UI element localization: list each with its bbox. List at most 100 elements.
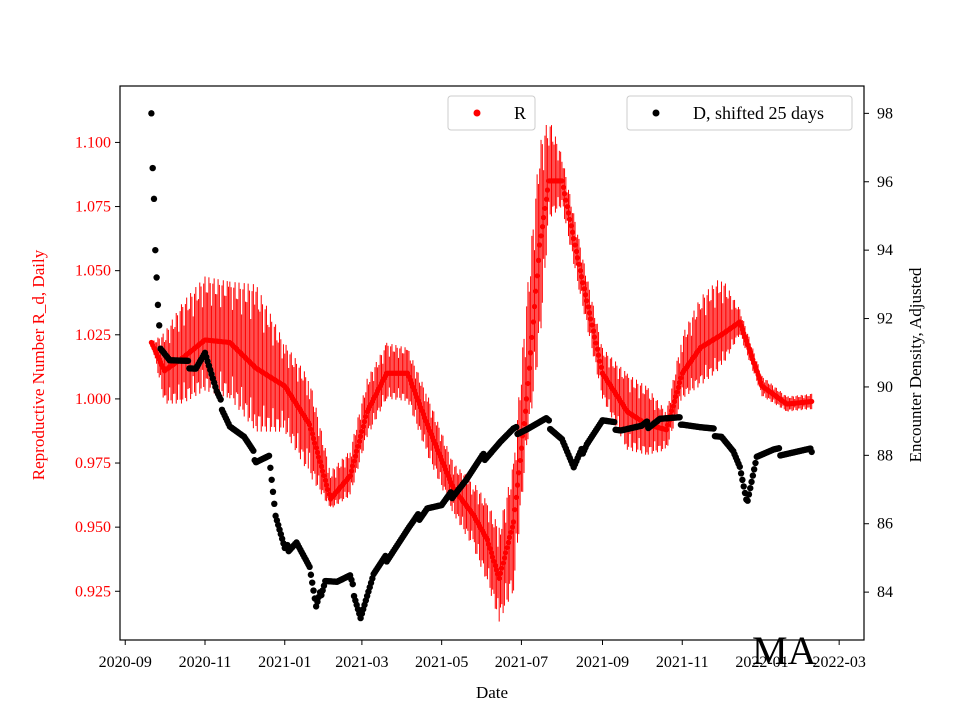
r-point [559,178,565,184]
r-point [665,422,671,428]
r-point [590,328,596,334]
d-point [271,500,278,508]
r-point [563,197,569,203]
y-right-tick-label: 94 [877,242,893,259]
x-tick-label: 2021-01 [258,654,311,671]
d-point [749,472,757,479]
r-point [310,435,317,442]
r-point [514,482,521,488]
legend-d-label: D, shifted 25 days [693,103,824,123]
d-point [710,425,717,432]
x-tick-label: 2021-09 [576,654,629,671]
r-point [670,403,676,409]
legend-r-label: R [514,103,526,123]
r-point [317,459,323,465]
r-point [567,216,573,222]
r-point [309,431,315,437]
r-point [524,396,530,402]
d-point [545,417,553,424]
d-point [643,418,651,425]
legend-d-marker [652,109,660,117]
r-point [314,449,321,456]
r-point [354,448,360,454]
r-point [541,214,547,221]
y-left-tick-label: 0.925 [75,583,111,600]
r-point [560,184,566,190]
r-point [357,433,364,439]
d-point [152,246,159,254]
d-point [217,396,224,403]
r-point [527,350,534,356]
r-point [308,426,314,432]
r-point [677,380,683,386]
d-point [748,478,755,486]
d-point [737,470,745,477]
legend-r: R [447,95,536,131]
r-point [518,445,525,451]
r-point [544,187,551,193]
r-point [578,274,585,280]
d-point [739,476,746,484]
d-point [310,587,317,594]
r-point [674,389,680,395]
r-point [361,418,368,425]
y-right-axis-title: Encounter Density, Adjusted [906,267,925,462]
r-point [316,454,322,460]
x-tick-label: 2021-11 [656,654,709,671]
r-point [504,545,510,551]
r-point [521,420,527,427]
r-point [360,423,366,430]
r-point [306,421,313,428]
r-point [321,473,327,479]
r-point [363,414,369,420]
x-tick-label: 2021-05 [415,654,468,671]
d-point [153,274,160,281]
plot-area [148,110,815,622]
r-point [529,334,535,340]
r-point [320,468,326,474]
d-point [750,466,758,473]
legend-r-box [447,95,536,131]
r-point [565,210,572,216]
r-point [516,470,522,476]
r-point [586,310,593,316]
r-point [572,242,578,248]
r-point [537,242,543,248]
r-point [325,487,331,493]
d-point [184,357,192,365]
r-point [312,440,318,446]
r-point [505,539,511,546]
r-point [671,398,678,405]
r-point [510,519,517,525]
r-point [347,473,353,479]
r-point [348,468,355,474]
r-point [542,205,548,211]
plot-frame [119,85,865,641]
d-point [349,580,356,588]
axes: 2020-09 2020-11 2021-01 2021-03 2021-05 2021-… [75,85,893,671]
d-point [269,488,277,496]
r-point [313,445,319,451]
y-right-tick-label: 92 [877,311,893,328]
r-point [588,316,594,322]
r-point [582,292,589,298]
y-left-tick-label: 1.050 [75,263,111,280]
r-point [663,427,670,433]
y-left-tick-label: 1.025 [75,327,111,344]
r-point [669,408,675,414]
r-point [507,534,513,541]
d-point [775,445,783,452]
r-point [318,463,324,469]
r-point [595,352,602,358]
d-point [265,452,273,459]
x-tick-label: 2020-09 [99,654,152,671]
r-point [571,236,577,242]
r-point [531,303,538,310]
d-point [745,491,753,498]
r-point [592,334,598,340]
r-point [573,248,579,255]
legend-r-marker [473,109,481,117]
r-point [585,304,591,310]
r-point [517,457,523,464]
y-left-axis-title: Reproductive Number R_d, Daily [29,249,48,480]
